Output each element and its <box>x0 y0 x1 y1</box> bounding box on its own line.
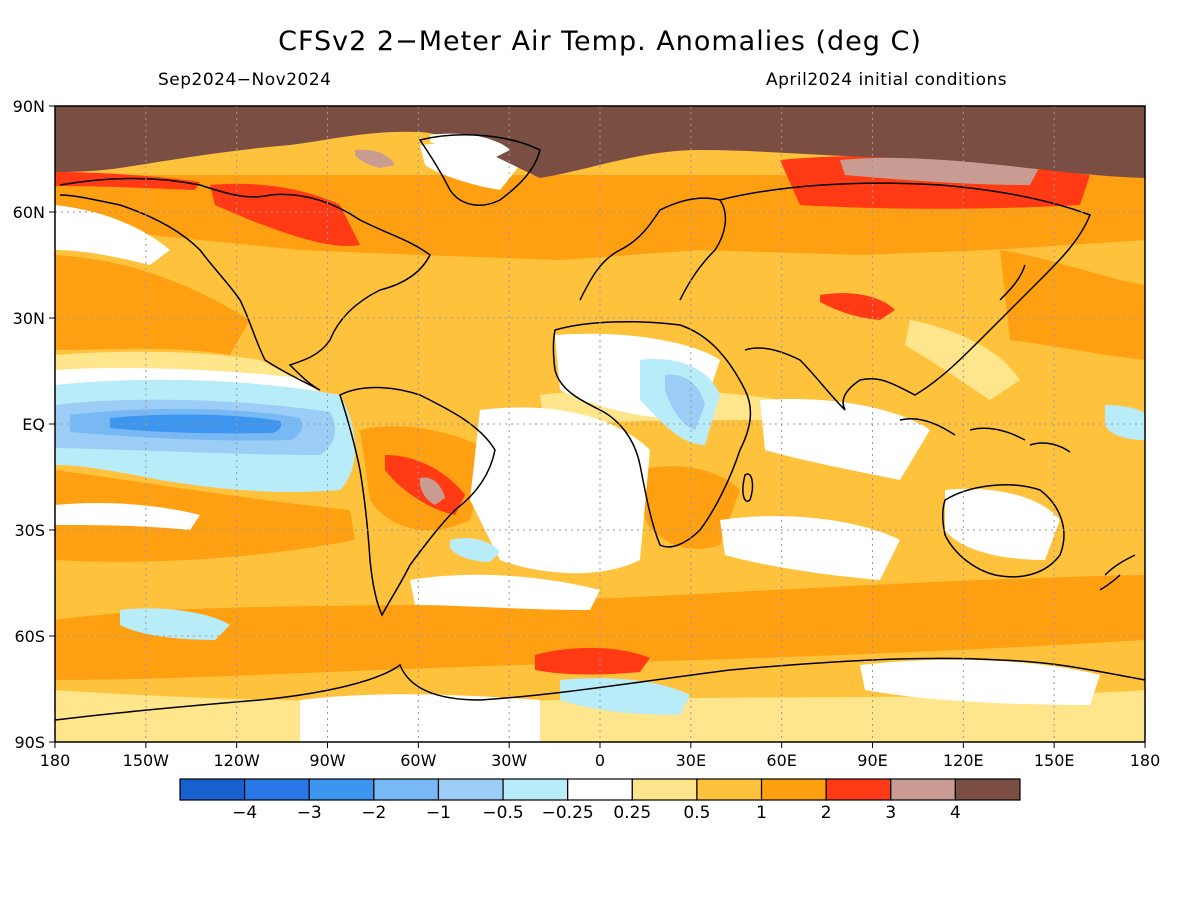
colorbar-label: 0.5 <box>683 803 710 823</box>
latitude-label: 60N <box>13 203 45 222</box>
colorbar-swatch <box>502 778 569 801</box>
coast-antarctica <box>55 657 1145 721</box>
anomaly-zone-white-satl <box>470 407 650 574</box>
anomaly-zone-pink-canada <box>355 149 395 168</box>
colorbar-swatch <box>631 778 698 801</box>
anomaly-zone-red-weddell <box>535 647 650 675</box>
coast-madagascar <box>742 473 754 502</box>
anomaly-zone-lightblue-spac <box>120 608 230 640</box>
anomaly-zone-blue-eafrica <box>665 374 705 430</box>
longitude-label: 120W <box>213 751 260 770</box>
colorbar-label: −0.25 <box>542 803 594 823</box>
latitude-label: 90N <box>13 97 45 116</box>
latitude-axis: 90N 60N 30N EQ 30S 60S 90S <box>13 97 55 752</box>
colorbar-swatch <box>437 778 504 801</box>
colorbar-labels: −4 −3 −2 −1 −0.5 −0.25 0.25 0.5 1 2 3 4 <box>232 803 961 823</box>
coast-japan <box>999 264 1026 301</box>
anomaly-zone-white-antarctic-west <box>300 694 540 742</box>
anomaly-zone-lightblue-antarctic <box>560 678 690 715</box>
anomaly-zone-wpac-orange <box>1000 250 1145 360</box>
anomaly-zone-white-indian <box>760 399 930 480</box>
anomaly-zone-yellow-asia <box>905 320 1020 400</box>
colorbar-swatch <box>696 778 763 801</box>
colorbar-label: −2 <box>361 803 386 823</box>
colorbar-label: 3 <box>885 803 896 823</box>
initial-conditions-label: April2024 initial conditions <box>766 70 1008 90</box>
longitude-label: 150E <box>1034 751 1075 770</box>
colorbar-swatch <box>179 778 246 801</box>
colorbar-label: 2 <box>821 803 832 823</box>
colorbar-swatch <box>567 778 633 801</box>
colorbar-label: 1 <box>756 803 767 823</box>
colorbar-label: 4 <box>950 803 961 823</box>
anomaly-zone-pink-arctic <box>840 157 1040 185</box>
colorbar-label: −3 <box>297 803 322 823</box>
colorbar-label: 0.25 <box>613 803 651 823</box>
anomaly-zone-red-alaska <box>55 172 200 190</box>
latitude-label: 30S <box>14 521 45 540</box>
coast-africa <box>552 320 752 548</box>
coastlines <box>55 134 1145 721</box>
colorbar-swatch <box>954 778 1021 801</box>
anomaly-zone-safrica-orange <box>640 466 740 549</box>
anomaly-zone-lightblue-wpac <box>1105 405 1145 440</box>
anomaly-zone-white-gulfalaska <box>55 205 170 265</box>
anomaly-zone-npac-orange <box>55 255 250 355</box>
colorbar-swatch <box>373 778 440 801</box>
coast-australia <box>942 484 1065 578</box>
latitude-label: 30N <box>13 309 45 328</box>
colorbar-label: −4 <box>232 803 257 823</box>
latitude-label: 60S <box>14 627 45 646</box>
longitude-label: 180 <box>40 751 71 770</box>
colorbar-label: −1 <box>426 803 451 823</box>
longitude-label: 60E <box>766 751 796 770</box>
coast-europe <box>579 197 727 301</box>
longitude-axis: 180 150W 120W 90W 60W 30W 0 30E 60E 90E 120E 150E 18… <box>40 742 1161 770</box>
longitude-label: 30E <box>676 751 706 770</box>
coast-maritime-continent <box>899 418 1071 453</box>
latitude-label: EQ <box>22 415 45 434</box>
longitude-label: 90W <box>309 751 345 770</box>
colorbar-swatch <box>825 778 892 801</box>
coast-south-america <box>339 386 496 617</box>
graticule <box>55 106 1145 742</box>
latitude-label: 90S <box>14 733 45 752</box>
longitude-label: 30W <box>491 751 527 770</box>
coast-greenland <box>418 134 541 206</box>
anomaly-zone-lightblue-satl <box>450 538 500 562</box>
anomaly-zone-white-spac <box>55 503 200 530</box>
anomaly-zone-red-canada <box>210 183 360 246</box>
anomaly-zone-white-sargentina <box>410 574 600 610</box>
colorbar-swatch <box>244 778 310 801</box>
longitude-label: 120E <box>943 751 984 770</box>
colorbar-swatch <box>890 778 956 801</box>
longitude-label: 90E <box>857 751 887 770</box>
anomaly-zone-red-tibet <box>820 293 895 320</box>
anomaly-zone-white-australia <box>945 488 1060 560</box>
anomaly-zone-white-sindian <box>720 516 900 580</box>
longitude-label: 60W <box>400 751 436 770</box>
colorbar-swatch <box>760 778 827 801</box>
forecast-period: Sep2024−Nov2024 <box>158 70 332 90</box>
anomaly-zone-spac-orange <box>55 470 355 562</box>
coast-asia <box>719 182 1091 411</box>
colorbar <box>179 778 1021 801</box>
anomaly-zone-blue-nino-core <box>110 414 282 434</box>
longitude-label: 180 <box>1130 751 1161 770</box>
anomaly-zone-white-greenland-cap <box>430 133 510 160</box>
coast-north-america <box>59 177 431 391</box>
anomaly-zone-white-antarctic-east <box>860 659 1100 705</box>
longitude-label: 150W <box>123 751 170 770</box>
longitude-label: 0 <box>595 751 605 770</box>
anomaly-zone-pink-brazil <box>420 477 445 505</box>
map-title: CFSv2 2−Meter Air Temp. Anomalies (deg C… <box>278 26 922 57</box>
colorbar-swatch <box>308 778 375 801</box>
coast-new-zealand <box>1099 554 1136 591</box>
colorbar-label: −0.5 <box>482 803 523 823</box>
